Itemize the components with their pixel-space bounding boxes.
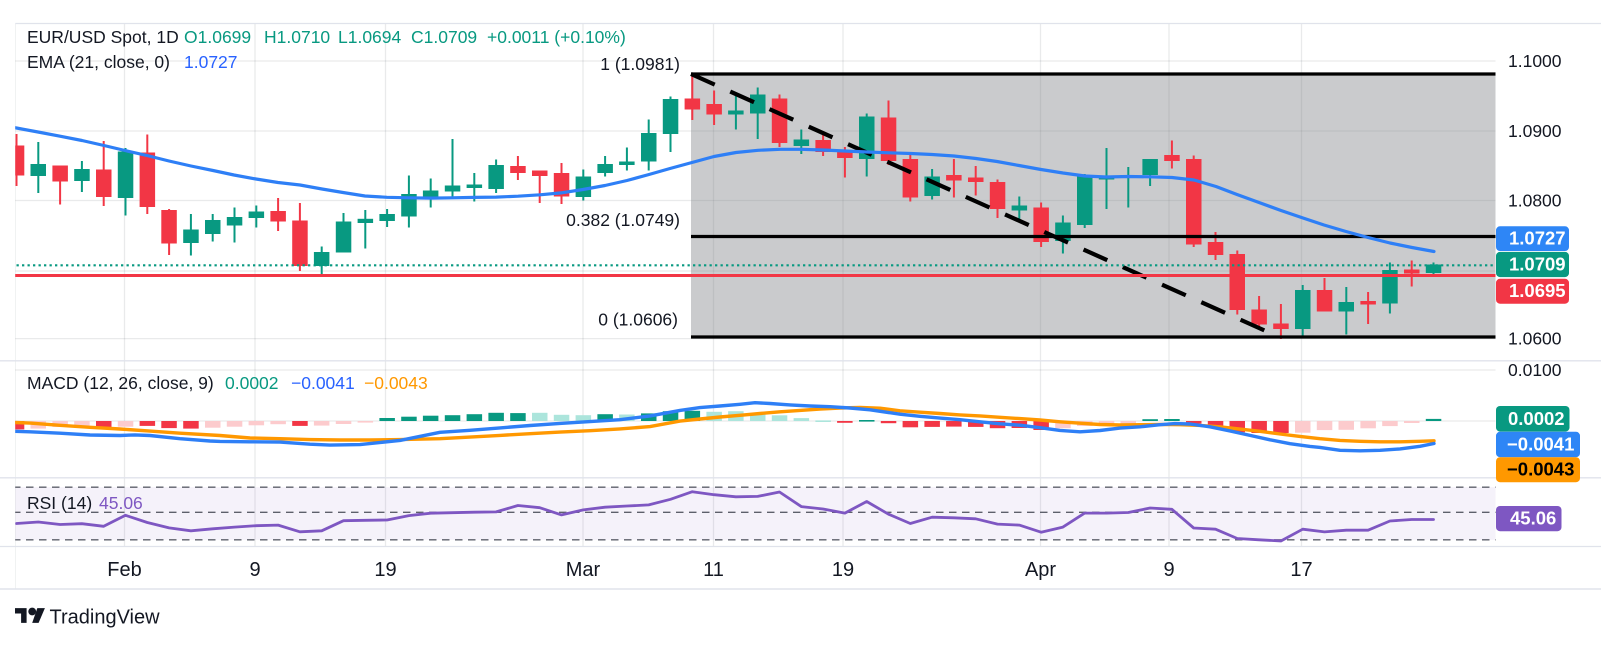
svg-text:Mar: Mar [566, 559, 601, 581]
svg-text:1 (1.0981): 1 (1.0981) [600, 54, 680, 74]
svg-text:45.06: 45.06 [1510, 508, 1556, 529]
svg-text:−0.0043: −0.0043 [364, 373, 428, 393]
svg-text:0 (1.0606): 0 (1.0606) [598, 310, 678, 330]
svg-text:TradingView: TradingView [50, 607, 161, 629]
svg-text:Feb: Feb [107, 559, 141, 581]
svg-text:9: 9 [1163, 559, 1174, 581]
svg-text:0.382 (1.0749): 0.382 (1.0749) [566, 210, 680, 230]
svg-text:1.0800: 1.0800 [1508, 191, 1562, 211]
svg-text:O1.0699: O1.0699 [184, 27, 251, 47]
svg-text:1.1000: 1.1000 [1508, 51, 1562, 71]
svg-text:0.0100: 0.0100 [1508, 360, 1562, 380]
svg-text:1.0727: 1.0727 [1509, 228, 1566, 249]
svg-text:19: 19 [832, 559, 854, 581]
svg-text:45.06: 45.06 [99, 493, 143, 513]
svg-text:1.0727: 1.0727 [184, 52, 238, 72]
svg-text:L1.0694: L1.0694 [338, 27, 402, 47]
svg-text:1.0695: 1.0695 [1509, 280, 1566, 301]
svg-text:11: 11 [703, 559, 724, 581]
svg-text:17: 17 [1290, 559, 1312, 581]
svg-text:−0.0041: −0.0041 [1507, 434, 1574, 455]
svg-text:0.0002: 0.0002 [225, 373, 279, 393]
svg-text:Apr: Apr [1025, 559, 1056, 581]
svg-text:−0.0043: −0.0043 [1507, 459, 1574, 480]
svg-text:EUR/USD Spot, 1D: EUR/USD Spot, 1D [27, 27, 179, 47]
svg-text:1.0600: 1.0600 [1508, 329, 1562, 349]
svg-text:RSI (14): RSI (14) [27, 493, 92, 513]
svg-text:H1.0710: H1.0710 [264, 27, 330, 47]
svg-text:EMA (21, close, 0): EMA (21, close, 0) [27, 52, 170, 72]
svg-text:C1.0709: C1.0709 [411, 27, 477, 47]
svg-text:1.0900: 1.0900 [1508, 121, 1562, 141]
svg-text:0.0002: 0.0002 [1508, 408, 1565, 429]
svg-text:1.0709: 1.0709 [1509, 254, 1566, 275]
svg-text:19: 19 [374, 559, 396, 581]
svg-text:MACD (12, 26, close, 9): MACD (12, 26, close, 9) [27, 373, 214, 393]
svg-text:9: 9 [249, 559, 260, 581]
svg-text:−0.0041: −0.0041 [291, 373, 355, 393]
svg-text:+0.0011 (+0.10%): +0.0011 (+0.10%) [487, 27, 626, 47]
